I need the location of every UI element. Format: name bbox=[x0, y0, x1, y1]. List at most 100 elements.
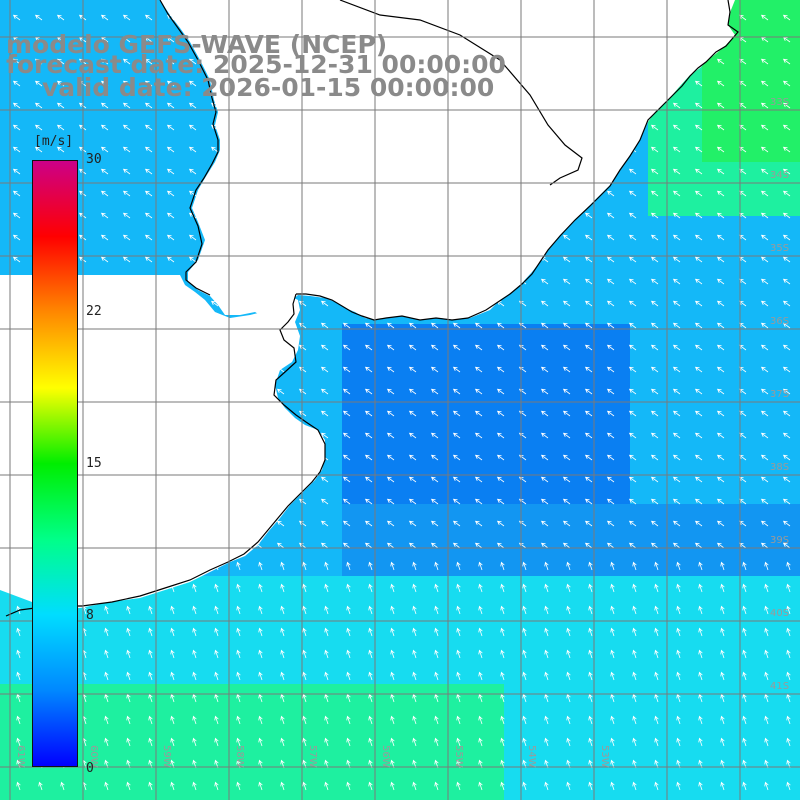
wind-speed-cell bbox=[324, 360, 342, 378]
wind-speed-cell bbox=[684, 306, 702, 324]
wind-arrow bbox=[540, 388, 549, 395]
wind-arrow bbox=[632, 627, 637, 637]
wind-arrow bbox=[148, 649, 153, 659]
wind-speed-cell bbox=[324, 630, 342, 648]
wind-arrow bbox=[452, 344, 461, 351]
wind-arrow bbox=[672, 234, 681, 241]
wind-speed-cell bbox=[684, 108, 702, 126]
wind-speed-cell bbox=[162, 252, 180, 270]
wind-speed-cell bbox=[756, 108, 774, 126]
wind-speed-cell bbox=[162, 630, 180, 648]
wind-speed-cell bbox=[432, 702, 450, 720]
wind-speed-cell bbox=[738, 648, 756, 666]
wind-arrow bbox=[782, 388, 791, 395]
wind-speed-cell bbox=[414, 738, 432, 756]
wind-speed-cell bbox=[720, 558, 738, 576]
wind-speed-cell bbox=[774, 126, 792, 144]
wind-arrow bbox=[654, 605, 659, 615]
wind-speed-cell bbox=[486, 522, 504, 540]
wind-speed-cell bbox=[378, 648, 396, 666]
wind-speed-cell bbox=[702, 198, 720, 216]
wind-arrow bbox=[782, 520, 791, 527]
wind-arrow bbox=[452, 388, 461, 395]
wind-arrow bbox=[500, 583, 505, 593]
wind-speed-cell bbox=[378, 666, 396, 684]
wind-speed-cell bbox=[432, 720, 450, 738]
wind-speed-cell bbox=[612, 756, 630, 774]
wind-speed-cell bbox=[702, 432, 720, 450]
wind-arrow bbox=[100, 102, 109, 109]
wind-speed-cell bbox=[54, 18, 72, 36]
wind-arrow bbox=[782, 498, 791, 505]
wind-speed-cell bbox=[270, 756, 288, 774]
land-mask bbox=[0, 0, 735, 800]
wind-arrow bbox=[562, 344, 571, 351]
wind-speed-cell bbox=[684, 432, 702, 450]
wind-arrow bbox=[522, 561, 527, 571]
wind-arrow bbox=[258, 627, 263, 637]
wind-arrow bbox=[694, 278, 703, 285]
wind-arrow bbox=[760, 80, 769, 87]
wind-speed-cell bbox=[162, 234, 180, 252]
wind-speed-cell bbox=[684, 378, 702, 396]
wind-arrow bbox=[720, 715, 725, 725]
wind-speed-cell bbox=[756, 522, 774, 540]
wind-arrow bbox=[456, 561, 461, 571]
wind-arrow bbox=[434, 781, 439, 791]
wind-speed-cell bbox=[576, 342, 594, 360]
wind-speed-cell bbox=[180, 180, 198, 198]
wind-arrow bbox=[544, 627, 549, 637]
wind-speed-cell bbox=[396, 756, 414, 774]
wind-speed-cell bbox=[486, 432, 504, 450]
wind-speed-cell bbox=[180, 126, 198, 144]
wind-speed-cell bbox=[36, 90, 54, 108]
wind-speed-cell bbox=[162, 126, 180, 144]
wind-speed-cell bbox=[360, 486, 378, 504]
wind-speed-cell bbox=[630, 342, 648, 360]
wind-arrow bbox=[100, 58, 109, 65]
wind-speed-cell bbox=[666, 630, 684, 648]
wind-arrow bbox=[192, 715, 197, 725]
wind-speed-cell bbox=[738, 468, 756, 486]
wind-speed-cell bbox=[540, 666, 558, 684]
wind-arrow bbox=[650, 498, 659, 505]
wind-speed-cell bbox=[396, 738, 414, 756]
wind-arrow bbox=[368, 649, 373, 659]
wind-arrow bbox=[760, 322, 769, 329]
wind-speed-cell bbox=[450, 468, 468, 486]
wind-arrow bbox=[716, 146, 725, 153]
wind-arrow bbox=[786, 715, 791, 725]
wind-arrow bbox=[588, 781, 593, 791]
wind-speed-cell bbox=[684, 504, 702, 522]
wind-speed-cell bbox=[702, 756, 720, 774]
wind-speed-cell bbox=[720, 198, 738, 216]
wind-arrow bbox=[716, 476, 725, 483]
wind-arrow bbox=[760, 476, 769, 483]
wind-arrow bbox=[764, 649, 769, 659]
wind-arrow bbox=[302, 605, 307, 615]
wind-speed-cell bbox=[450, 486, 468, 504]
wind-arrow bbox=[166, 102, 175, 109]
wind-speed-cell bbox=[108, 774, 126, 792]
wind-speed-cell bbox=[342, 540, 360, 558]
wind-speed-cell bbox=[144, 774, 162, 792]
wind-speed-cell bbox=[162, 720, 180, 738]
wind-speed-cell bbox=[486, 378, 504, 396]
wind-speed-cell bbox=[630, 252, 648, 270]
wind-speed-cell bbox=[576, 792, 594, 804]
wind-speed-cell bbox=[612, 630, 630, 648]
wind-speed-cell bbox=[666, 126, 684, 144]
wind-speed-cell bbox=[738, 432, 756, 450]
wind-arrow bbox=[280, 671, 285, 681]
wind-arrow bbox=[698, 671, 703, 681]
wind-speed-cell bbox=[738, 738, 756, 756]
wind-speed-cell bbox=[540, 450, 558, 468]
wind-speed-cell bbox=[180, 702, 198, 720]
wind-speed-cell bbox=[684, 684, 702, 702]
wind-speed-cell bbox=[396, 630, 414, 648]
wind-arrow bbox=[144, 234, 153, 241]
wind-speed-cell bbox=[432, 342, 450, 360]
wind-speed-cell bbox=[468, 576, 486, 594]
wind-arrow bbox=[540, 278, 549, 285]
wind-speed-cell bbox=[738, 378, 756, 396]
